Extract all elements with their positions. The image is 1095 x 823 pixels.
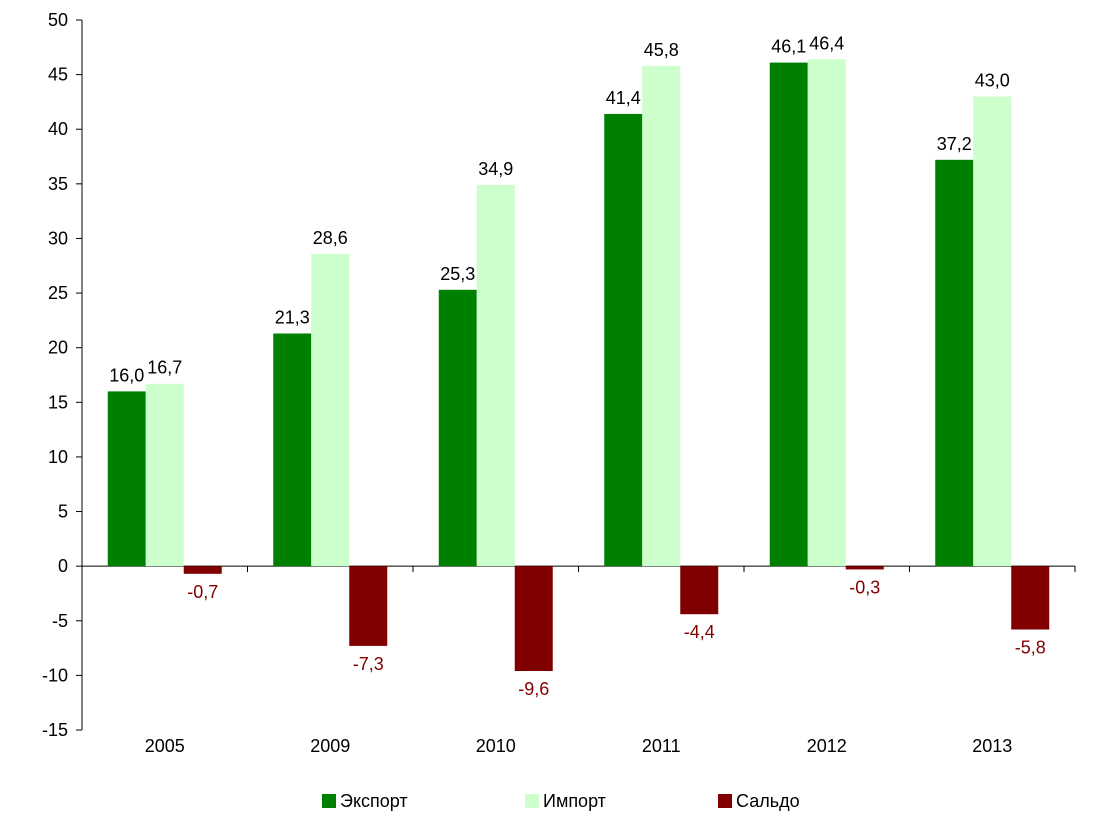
data-label: 34,9	[478, 159, 513, 179]
x-tick-label: 2009	[310, 736, 350, 756]
y-tick-label: 0	[58, 556, 68, 576]
y-tick-label: 25	[48, 283, 68, 303]
data-label: -4,4	[684, 622, 715, 642]
legend-swatch	[525, 794, 539, 808]
y-tick-label: 40	[48, 119, 68, 139]
data-label: 37,2	[937, 134, 972, 154]
legend-swatch	[718, 794, 732, 808]
y-tick-label: 5	[58, 502, 68, 522]
y-tick-label: 30	[48, 228, 68, 248]
x-tick-label: 2013	[972, 736, 1012, 756]
bar	[514, 566, 553, 672]
data-label: -5,8	[1015, 638, 1046, 658]
bar	[107, 391, 146, 567]
data-label: 43,0	[975, 70, 1010, 90]
data-label: 25,3	[440, 264, 475, 284]
y-tick-label: 35	[48, 174, 68, 194]
data-label: 16,7	[147, 358, 182, 378]
legend-label: Импорт	[543, 791, 606, 811]
bar	[769, 62, 808, 567]
data-label: -0,7	[187, 582, 218, 602]
bar	[311, 253, 350, 567]
bar	[349, 566, 388, 646]
y-tick-label: -15	[42, 720, 68, 740]
y-tick-label: 50	[48, 10, 68, 30]
y-tick-label: 20	[48, 338, 68, 358]
y-axis: -15 -10 -5 0 5 10 15 20 25 30 35 40 45 50	[42, 10, 83, 740]
legend-label: Сальдо	[736, 791, 800, 811]
bar	[807, 59, 846, 567]
legend: Экспорт Импорт Сальдо	[322, 791, 800, 811]
data-label: 41,4	[606, 88, 641, 108]
data-label: 46,1	[771, 37, 806, 57]
bars	[107, 59, 1050, 672]
legend-swatch	[322, 794, 336, 808]
legend-label: Экспорт	[340, 791, 408, 811]
y-tick-label: 15	[48, 392, 68, 412]
bar	[680, 566, 719, 615]
bar	[476, 184, 515, 567]
data-label: -9,6	[518, 679, 549, 699]
bar	[642, 65, 681, 567]
x-tick-label: 2012	[807, 736, 847, 756]
bar	[973, 96, 1012, 567]
bar	[935, 159, 974, 567]
bar	[1011, 566, 1050, 630]
data-label: 21,3	[275, 307, 310, 327]
data-label: -7,3	[353, 654, 384, 674]
y-tick-label: -10	[42, 665, 68, 685]
data-label: 45,8	[644, 40, 679, 60]
x-tick-label: 2011	[642, 736, 681, 756]
x-axis: 2005 2009 2010 2011 2012 2013	[81, 565, 1076, 756]
bar	[438, 289, 477, 567]
data-label: -0,3	[849, 577, 880, 597]
y-tick-label: 10	[48, 447, 68, 467]
data-label: 28,6	[313, 228, 348, 248]
bar	[604, 113, 643, 567]
y-tick-label: 45	[48, 65, 68, 85]
bar	[183, 566, 222, 574]
bar	[845, 566, 884, 570]
bar	[273, 333, 312, 567]
bar	[145, 383, 184, 567]
x-tick-label: 2010	[476, 736, 516, 756]
y-tick-label: -5	[52, 611, 68, 631]
x-tick-label: 2005	[145, 736, 185, 756]
data-labels: 16,0 16,7 -0,7 21,3 28,6 -7,3 25,3 34,9 -9,6 41,4…	[109, 33, 1046, 699]
data-label: 16,0	[109, 365, 144, 385]
data-label: 46,4	[809, 33, 844, 53]
